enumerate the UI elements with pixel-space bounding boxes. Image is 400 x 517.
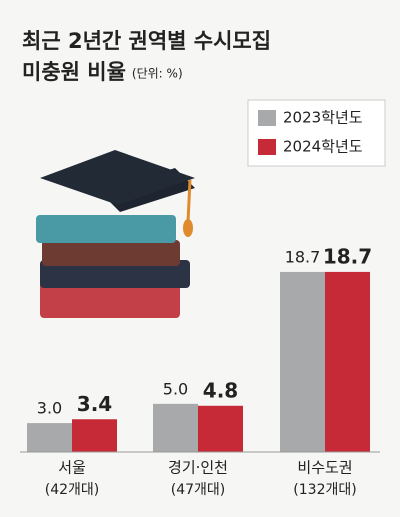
x-tick-label: 경기·인천: [168, 459, 228, 477]
x-tick-label: 비수도권: [297, 459, 352, 477]
chart-title: 미충원 비율: [22, 60, 126, 84]
bar: [72, 419, 117, 452]
unit-label: (단위: %): [132, 67, 183, 81]
legend-label: 2024학년도: [283, 138, 363, 156]
x-tick-note: (47개대): [171, 482, 226, 498]
legend-swatch: [258, 139, 276, 155]
legend-label: 2023학년도: [283, 109, 363, 127]
value-label: 18.7: [285, 247, 321, 266]
legend-swatch: [258, 110, 276, 126]
value-label: 18.7: [323, 244, 372, 268]
chart-title: 최근 2년간 권역별 수시모집: [22, 29, 271, 53]
bar: [325, 271, 370, 452]
bar: [27, 423, 72, 452]
value-label: 3.4: [77, 392, 112, 416]
bar: [198, 405, 243, 452]
value-label: 3.0: [37, 399, 62, 418]
bar: [153, 403, 198, 452]
illustration: [36, 150, 195, 318]
bar: [280, 271, 325, 452]
value-label: 4.8: [203, 378, 238, 402]
value-label: 5.0: [163, 379, 188, 398]
x-tick-note: (42개대): [45, 482, 100, 498]
x-tick-label: 서울: [58, 459, 86, 477]
x-tick-note: (132개대): [293, 482, 356, 498]
